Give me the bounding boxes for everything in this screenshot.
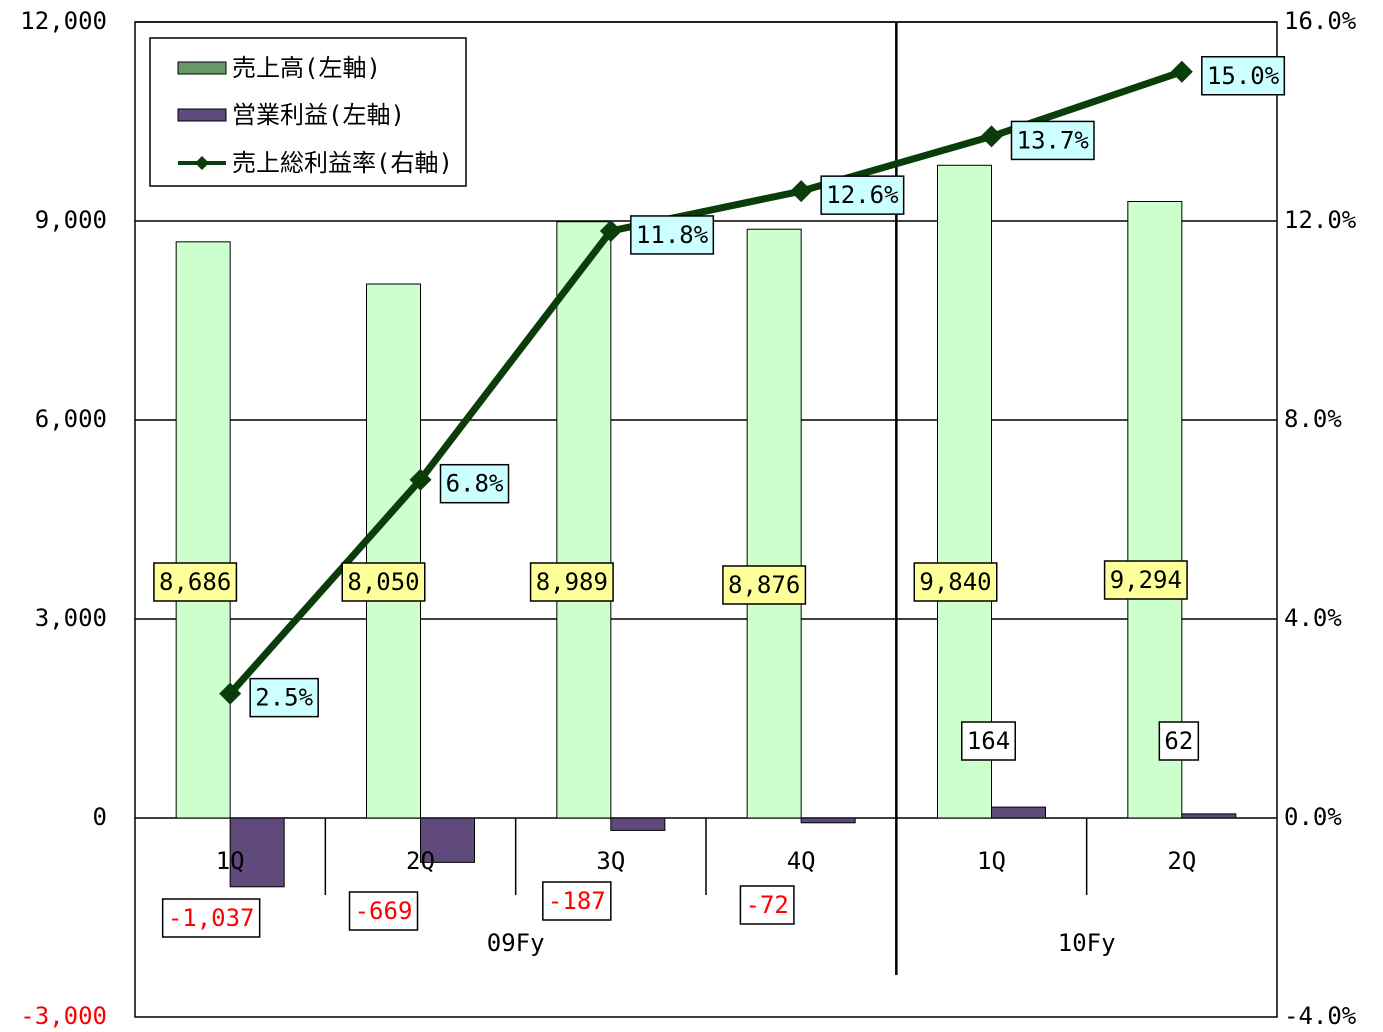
sales-label-2-box (529, 562, 614, 602)
margin-marker-4 (980, 125, 1003, 148)
operating-profit-bars (229, 806, 1237, 888)
margin-marker-5 (1170, 60, 1193, 83)
x-tick-label-1: 2Q (406, 847, 435, 875)
margin-label-4-box (1010, 120, 1095, 161)
margin-label-1: 6.8% (446, 470, 504, 498)
margin-label-1-box (439, 463, 510, 504)
group-label-0: 09Fy (487, 929, 545, 957)
legend-swatch-sales (177, 61, 227, 75)
legend-label-op: 営業利益(左軸) (232, 101, 405, 129)
sales-label-0: 8,686 (159, 568, 231, 596)
margin-label-4: 13.7% (1017, 126, 1090, 154)
left-tick-label-2: 3,000 (35, 604, 107, 632)
margin-marker-2 (599, 219, 622, 242)
right-tick-label-5: 16.0% (1284, 7, 1357, 35)
op-label-4-box (961, 721, 1016, 761)
sales-bar-1 (366, 283, 421, 819)
op-bar-0 (229, 817, 285, 888)
op-label-2-box (542, 881, 612, 921)
sales-bar-3 (746, 228, 802, 819)
legend-swatch-op (177, 108, 227, 122)
left-axis-ticks: -3,000 0 3,000 6,000 9,000 12,000 (20, 7, 107, 1030)
left-tick-label-0: -3,000 (20, 1002, 107, 1030)
right-tick-label-4: 12.0% (1284, 206, 1357, 234)
op-bar-3 (800, 817, 856, 824)
left-tick-label-1: 0 (93, 803, 107, 831)
sales-label-1-box (341, 562, 426, 602)
left-tick-label-3: 6,000 (35, 405, 107, 433)
legend-label-sales: 売上高(左軸) (232, 54, 381, 82)
margin-label-0-box (249, 677, 319, 718)
legend-swatch-marker (195, 156, 209, 170)
plot-border (134, 21, 1278, 1018)
sales-bar-4 (937, 164, 992, 819)
sales-label-1: 8,050 (347, 568, 419, 596)
left-tick-label-5: 12,000 (20, 7, 107, 35)
op-label-0-box (161, 898, 261, 938)
margin-label-3-box (820, 175, 905, 215)
x-tick-label-5: 2Q (1167, 847, 1196, 875)
plot-frame (134, 21, 1278, 1018)
margin-label-0: 2.5% (255, 684, 313, 712)
op-label-2: -187 (548, 887, 606, 915)
sales-label-2: 8,989 (536, 568, 608, 596)
op-label-0: -1,037 (168, 904, 255, 932)
sales-label-3-box (722, 565, 807, 605)
op-bar-4 (991, 806, 1046, 819)
op-label-3: -72 (745, 891, 788, 919)
margin-marker-0 (219, 682, 242, 705)
data-labels: 8,686 8,050 8,989 8,876 9,840 9,294 -1,037 -669… (153, 56, 1286, 938)
op-label-4: 164 (967, 727, 1010, 755)
right-tick-label-2: 4.0% (1284, 604, 1342, 632)
margin-label-2-box (630, 215, 715, 255)
margin-marker-1 (409, 468, 432, 491)
sales-label-0-box (153, 562, 238, 602)
x-tick-label-0: 1Q (216, 847, 245, 875)
sales-label-4-box (913, 562, 998, 602)
left-tick-label-4: 9,000 (35, 206, 107, 234)
margin-label-3: 12.6% (826, 181, 899, 209)
right-axis-ticks: -4.0% 0.0% 4.0% 8.0% 12.0% 16.0% (1284, 7, 1357, 1030)
op-bar-1 (420, 817, 475, 863)
sales-label-5: 9,294 (1110, 566, 1182, 594)
right-tick-label-3: 8.0% (1284, 405, 1342, 433)
margin-label-5-box (1201, 56, 1286, 96)
op-label-3-box (739, 885, 795, 925)
sales-label-4: 9,840 (919, 568, 991, 596)
margin-label-2: 11.8% (636, 221, 709, 249)
sales-label-5-box (1103, 560, 1188, 600)
sales-bar-2 (556, 221, 612, 819)
sales-bar-0 (175, 241, 231, 819)
right-tick-label-0: -4.0% (1284, 1002, 1357, 1030)
margin-marker-3 (790, 180, 813, 203)
x-tick-label-2: 3Q (596, 847, 625, 875)
op-label-5-box (1158, 721, 1200, 761)
op-bar-2 (610, 817, 666, 831)
right-tick-label-1: 0.0% (1284, 803, 1342, 831)
margin-label-5: 15.0% (1207, 62, 1280, 90)
op-label-5: 62 (1164, 727, 1193, 755)
group-label-1: 10Fy (1058, 929, 1116, 957)
op-label-1: -669 (355, 897, 413, 925)
x-axis: 1Q 2Q 3Q 4Q 1Q 2Q 09Fy 10Fy (216, 22, 1196, 975)
op-label-1-box (348, 891, 419, 931)
op-bar-5 (1181, 813, 1237, 819)
legend-label-line: 売上総利益率(右軸) (232, 149, 453, 177)
legend: 売上高(左軸) 営業利益(左軸) 売上総利益率(右軸) (149, 37, 467, 187)
sales-label-3: 8,876 (728, 571, 800, 599)
sales-bar-5 (1127, 200, 1183, 819)
x-tick-label-4: 1Q (977, 847, 1006, 875)
x-tick-label-3: 4Q (787, 847, 816, 875)
sales-bars (175, 164, 1183, 819)
